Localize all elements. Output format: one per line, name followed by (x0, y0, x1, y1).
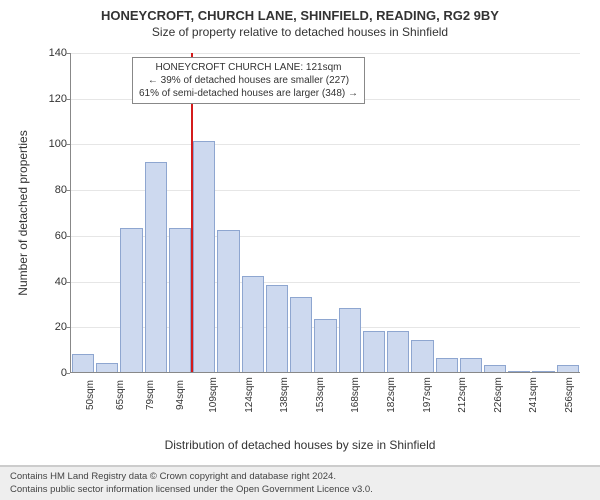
histogram-bar (96, 363, 118, 372)
histogram-bar (217, 230, 239, 372)
histogram-bar (169, 228, 191, 372)
histogram-bar (242, 276, 264, 372)
x-tick-label: 79sqm (145, 380, 156, 410)
y-tick-label: 20 (45, 321, 67, 333)
x-tick-label: 138sqm (279, 377, 290, 413)
info-line-2: ← 39% of detached houses are smaller (22… (139, 74, 358, 87)
info-box: HONEYCROFT CHURCH LANE: 121sqm ← 39% of … (132, 57, 365, 104)
histogram-bar (145, 162, 167, 372)
histogram-bar (290, 297, 312, 372)
histogram-bar (460, 358, 482, 372)
histogram-bar (436, 358, 458, 372)
x-tick-label: 212sqm (457, 377, 468, 413)
histogram-bar (508, 371, 530, 372)
y-tick-label: 100 (45, 138, 67, 150)
histogram-bar (411, 340, 433, 372)
x-axis-ticks: 50sqm65sqm79sqm94sqm109sqm124sqm138sqm15… (70, 375, 580, 386)
y-tick-label: 60 (45, 230, 67, 242)
histogram-bar (72, 354, 94, 372)
x-tick-label: 109sqm (208, 377, 219, 413)
histogram-bar (266, 285, 288, 372)
chart-title-main: HONEYCROFT, CHURCH LANE, SHINFIELD, READ… (0, 0, 600, 23)
histogram-bar (339, 308, 361, 372)
x-tick-label: 50sqm (85, 380, 96, 410)
y-axis-label: Number of detached properties (16, 130, 30, 295)
x-tick-label: 153sqm (315, 377, 326, 413)
info-line-1: HONEYCROFT CHURCH LANE: 121sqm (139, 61, 358, 74)
y-tick-label: 80 (45, 184, 67, 196)
y-tick-label: 0 (45, 367, 67, 379)
x-tick-label: 197sqm (421, 377, 432, 413)
footer-line-2: Contains public sector information licen… (10, 484, 590, 496)
x-axis-label: Distribution of detached houses by size … (0, 438, 600, 452)
x-tick-label: 182sqm (386, 377, 397, 413)
histogram-bar (532, 371, 554, 372)
histogram-bar (120, 228, 142, 372)
chart-area: Number of detached properties 0 20 40 60 80 1… (10, 43, 590, 413)
histogram-bar (314, 319, 336, 372)
info-line-3: 61% of semi-detached houses are larger (… (139, 87, 358, 100)
x-tick-label: 65sqm (115, 380, 126, 410)
y-tick-label: 140 (45, 47, 67, 59)
x-tick-label: 94sqm (175, 380, 186, 410)
histogram-bar (557, 365, 579, 372)
x-tick-label: 241sqm (528, 377, 539, 413)
x-tick-label: 168sqm (350, 377, 361, 413)
histogram-bar (363, 331, 385, 372)
y-tick-label: 40 (45, 276, 67, 288)
footer-attribution: Contains HM Land Registry data © Crown c… (0, 465, 600, 500)
y-tick-label: 120 (45, 93, 67, 105)
x-tick-label: 226sqm (492, 377, 503, 413)
chart-title-sub: Size of property relative to detached ho… (0, 23, 600, 43)
histogram-bar (484, 365, 506, 372)
footer-line-1: Contains HM Land Registry data © Crown c… (10, 471, 590, 483)
x-tick-label: 124sqm (243, 377, 254, 413)
x-tick-label: 256sqm (564, 377, 575, 413)
histogram-bar (387, 331, 409, 372)
histogram-bar (193, 141, 215, 372)
